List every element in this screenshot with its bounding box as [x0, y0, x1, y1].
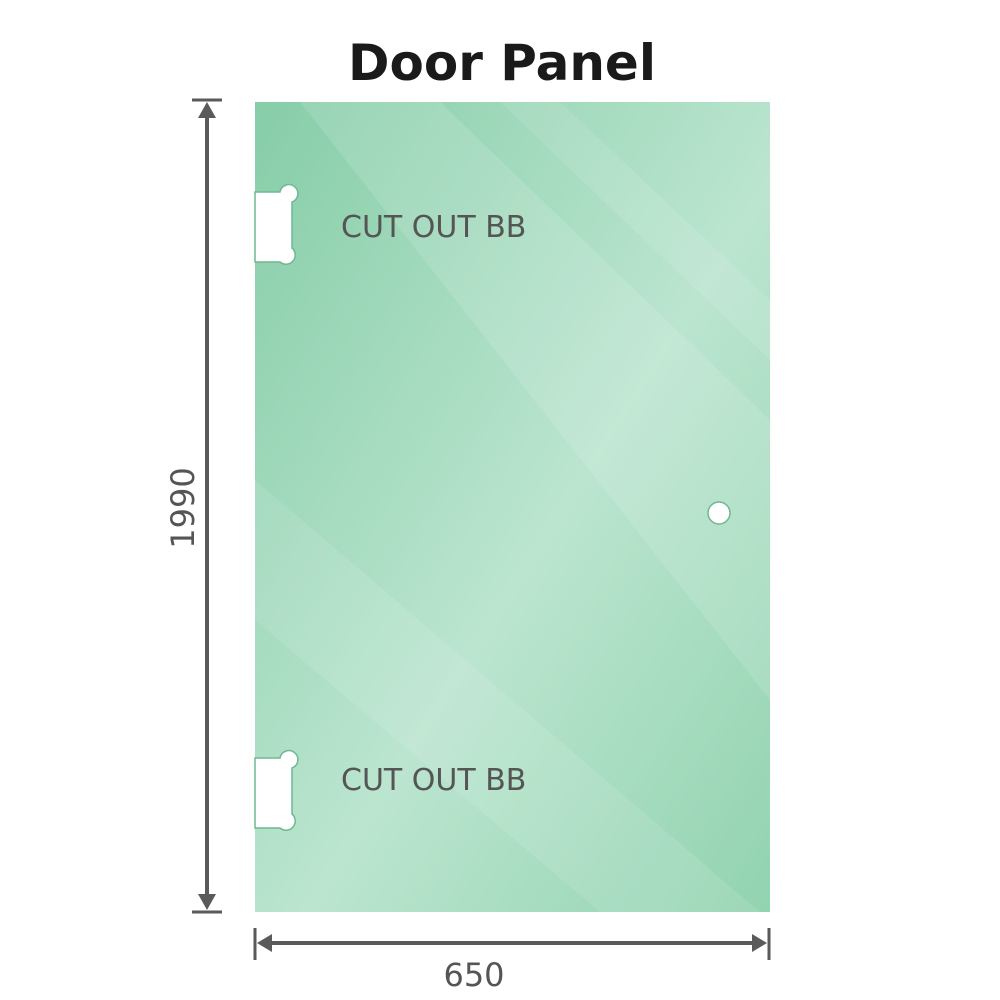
height-dimension [192, 98, 222, 914]
page-title: Door Panel [348, 34, 656, 92]
handle-hole [707, 501, 731, 525]
width-label: 650 [443, 956, 504, 994]
width-dimension [253, 928, 771, 960]
cutout-label-bottom: CUT OUT BB [341, 763, 526, 798]
glass-panel [255, 102, 770, 912]
cutout-label-top: CUT OUT BB [341, 210, 526, 245]
cutout-top [254, 183, 299, 265]
cutout-bottom [254, 749, 299, 831]
height-label: 1990 [164, 467, 202, 548]
